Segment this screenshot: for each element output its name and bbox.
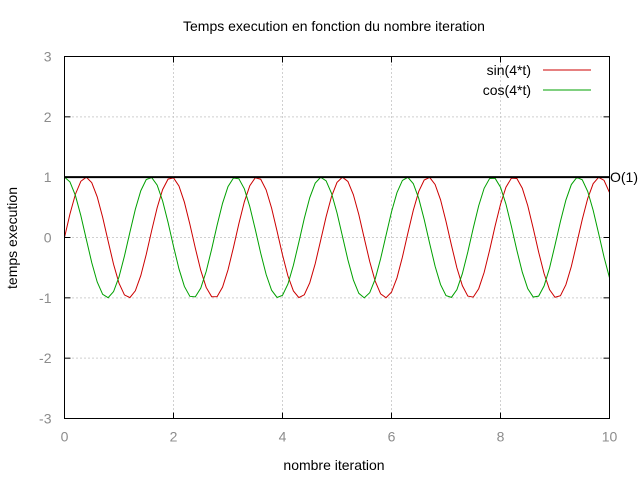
grid bbox=[64, 56, 610, 419]
chart-title: Temps execution en fonction du nombre it… bbox=[183, 18, 485, 34]
y-tick-label: 3 bbox=[44, 49, 52, 65]
series-line-sin bbox=[64, 176, 610, 299]
x-tick-label: 0 bbox=[61, 429, 69, 445]
legend: sin(4*t) cos(4*t) bbox=[483, 62, 591, 98]
x-axis-title: nombre iteration bbox=[283, 457, 384, 473]
y-tick-label: -1 bbox=[39, 290, 52, 306]
legend-label: cos(4*t) bbox=[483, 82, 531, 98]
x-tick-label: 8 bbox=[497, 429, 505, 445]
x-tick-label: 10 bbox=[602, 429, 618, 445]
y-tick-label: -3 bbox=[39, 411, 52, 427]
y-tick-label: -2 bbox=[39, 350, 52, 366]
series-layer bbox=[64, 176, 610, 299]
ticks bbox=[64, 56, 610, 419]
series-line-cos bbox=[64, 176, 610, 299]
reference-layer: O(1) bbox=[64, 169, 638, 185]
tick-labels: 0 2 4 6 8 10 -3 -2 -1 0 1 2 3 bbox=[39, 49, 617, 445]
y-tick-label: 2 bbox=[44, 109, 52, 125]
x-tick-label: 2 bbox=[170, 429, 178, 445]
y-tick-label: 0 bbox=[44, 230, 52, 246]
y-axis-title: temps execution bbox=[4, 187, 20, 289]
x-tick-label: 6 bbox=[388, 429, 396, 445]
reference-line-label: O(1) bbox=[610, 169, 638, 185]
y-tick-label: 1 bbox=[44, 169, 52, 185]
legend-label: sin(4*t) bbox=[487, 62, 531, 78]
x-tick-label: 4 bbox=[279, 429, 287, 445]
